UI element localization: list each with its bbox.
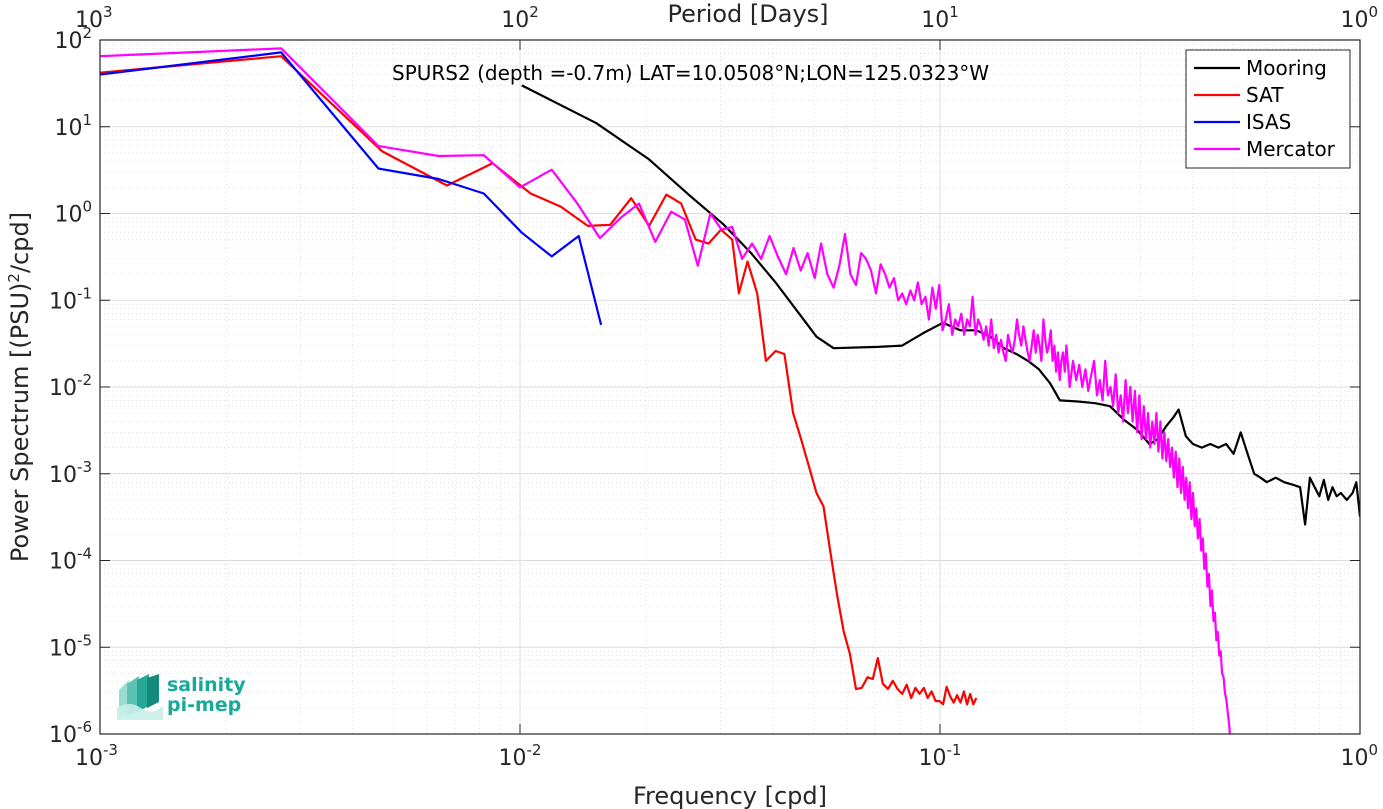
x-tick-label-base: 10 [499,746,527,771]
x-tick-label-base: 10 [919,746,947,771]
top-tick-label-exp: 0 [1368,3,1378,21]
series-line-sat [100,55,978,706]
x-tick-label: 10-1 [919,741,962,771]
y-tick-label: 101 [54,111,92,141]
y-tick-label-exp: -3 [77,458,92,476]
y-axis-title-sup: 2 [5,273,23,283]
top-tick-label-exp: 2 [529,3,539,21]
top-tick-label-base: 10 [75,8,103,33]
y-tick-label: 10-1 [49,284,92,314]
x-tick-label: 10-2 [499,741,542,771]
legend-label-mooring: Mooring [1246,56,1327,80]
y-tick-label-base: 10 [49,376,77,401]
legend-items: Mooring SAT ISAS Mercator [1194,56,1336,161]
legend-label-sat: SAT [1246,83,1284,107]
top-tick-label-base: 10 [921,8,949,33]
x-tick-label-base: 10 [1340,746,1368,771]
top-tick-label: 100 [1340,3,1378,33]
chart-annotation: SPURS2 (depth =-0.7m) LAT=10.0508°N;LON=… [392,61,989,85]
series-layer [100,47,1360,734]
y-tick-label-exp: -5 [77,631,92,649]
y-tick-label: 10-3 [49,458,92,488]
logo-mark-icon [117,674,163,720]
y-tick-label: 10-2 [49,371,92,401]
x-tick-label-base: 10 [75,746,103,771]
logo-line2: pi-mep [167,694,242,716]
y-tick-label-base: 10 [49,723,77,748]
salinity-pi-mep-logo: salinity pi-mep [117,672,257,722]
y-tick-label: 10-6 [49,718,92,748]
top-tick-label-exp: 3 [103,3,113,21]
top-tick-label: 102 [501,3,539,33]
y-tick-label-exp: 2 [82,24,92,42]
y-tick-label-base: 10 [49,636,77,661]
y-tick-label-base: 10 [54,116,82,141]
x-axis-title: Frequency [cpd] [633,782,827,809]
series-line-mooring [521,84,1360,526]
x-tick-label-exp: -3 [103,741,118,759]
y-tick-label-base: 10 [54,29,82,54]
y-tick-label: 102 [54,24,92,54]
y-axis-title: Power Spectrum [(PSU)2/cpd] [5,212,34,562]
top-tick-label-base: 10 [1340,8,1368,33]
legend-label-mercator: Mercator [1246,137,1336,161]
top-tick-label: 103 [75,3,113,33]
y-tick-label-base: 10 [49,289,77,314]
y-tick-label-exp: -1 [77,284,92,302]
y-tick-label: 10-5 [49,631,92,661]
top-tick-label-exp: 1 [949,3,959,21]
top-axis-title: Period [Days] [667,0,828,28]
legend-label-isas: ISAS [1246,110,1291,134]
y-tick-label-base: 10 [54,203,82,228]
x-tick-label-exp: -2 [527,741,542,759]
y-axis-title-main: Power Spectrum [(PSU) [6,283,34,562]
ticks-layer [99,39,1361,735]
y-tick-label-exp: -6 [77,718,92,736]
top-tick-label-base: 10 [501,8,529,33]
series-line-mercator [100,47,1231,734]
x-tick-label-exp: -1 [947,741,962,759]
y-tick-label-base: 10 [49,463,77,488]
x-tick-label-exp: 0 [1368,741,1378,759]
y-tick-label-exp: -4 [77,545,92,563]
y-tick-label-base: 10 [49,550,77,575]
y-tick-label: 10-4 [49,545,92,575]
y-tick-label-exp: 0 [82,198,92,216]
series-line-isas [100,51,603,326]
y-tick-label-exp: -2 [77,371,92,389]
top-tick-label: 101 [921,3,959,33]
y-tick-label-exp: 1 [82,111,92,129]
x-tick-label: 10-3 [75,741,118,771]
x-tick-label: 100 [1340,741,1378,771]
major-grid [99,39,1361,735]
logo-line1: salinity [167,674,246,696]
y-axis-title-tail: /cpd] [6,212,34,273]
legend: Mooring SAT ISAS Mercator [1185,49,1351,169]
y-tick-label: 100 [54,198,92,228]
